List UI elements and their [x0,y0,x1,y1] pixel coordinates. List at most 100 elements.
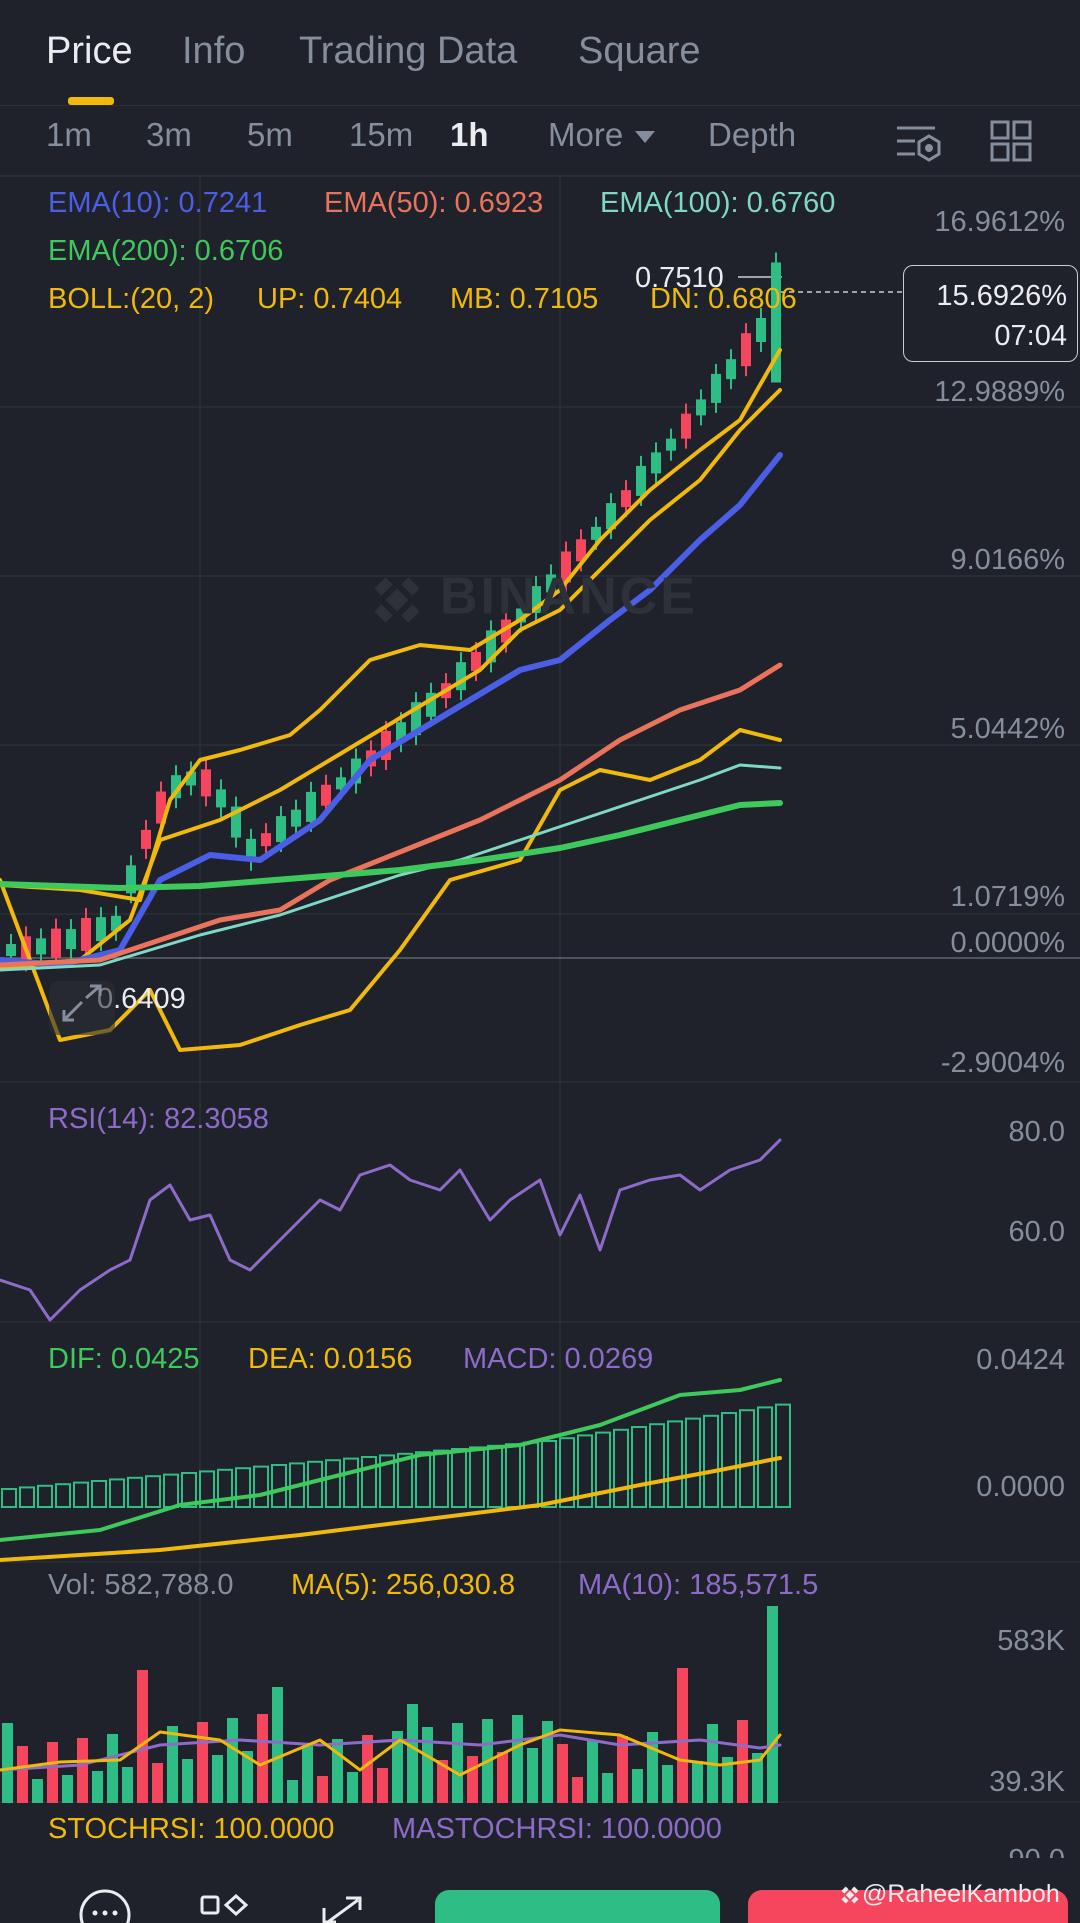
macd-histogram-bar [109,1478,125,1509]
mastochrsi-label: MASTOCHRSI: 100.0000 [392,1813,722,1845]
macd-histogram-bar [739,1409,755,1508]
macd-histogram-bar [19,1486,35,1509]
interval-5m[interactable]: 5m [247,116,293,153]
macd-dif-line [0,1378,782,1542]
interval-more-button[interactable]: More [548,116,656,154]
credit-text: @RaheelKamboh [862,1880,1060,1908]
rsi-label: RSI(14): 82.3058 [48,1103,269,1135]
macd-histogram-bar [685,1417,701,1508]
interval-15m[interactable]: 15m [349,116,414,153]
volume-ma5-label: MA(5): 256,030.8 [291,1569,516,1601]
macd-histogram-bar [55,1483,71,1508]
macd-histogram-bar [775,1403,791,1508]
more-label: More [548,116,624,153]
volume-bar [467,1756,478,1803]
interval-1h[interactable]: 1h [450,116,489,153]
volume-bar [422,1727,433,1803]
price-axis-label: 16.9612% [934,206,1065,238]
macd-histogram-bar [595,1431,611,1508]
layout-icon[interactable] [200,1894,252,1923]
boll-label: BOLL:(20, 2) [48,283,215,315]
candle-body [51,928,61,958]
candle-body [696,399,706,416]
volume-bar [17,1746,28,1803]
chart-settings-icon[interactable] [895,122,941,166]
candle-body [336,777,346,790]
macd-histogram-bar [667,1420,683,1509]
candle-body [561,551,571,583]
macd-histogram-bar [433,1449,449,1508]
volume-bar [497,1752,508,1803]
macd-histogram-bar [217,1468,233,1509]
macd-histogram-bar [1,1488,17,1508]
tab-square[interactable]: Square [578,30,701,72]
candle-countdown: 07:04 [994,320,1067,352]
grid-layout-icon[interactable] [990,120,1032,162]
current-price-box[interactable]: 15.6926% 07:04 [903,265,1078,362]
buy-button[interactable] [435,1890,720,1923]
candle-body [726,359,736,380]
volume-bar [107,1734,118,1803]
candle-body [291,809,301,827]
depth-button[interactable]: Depth [708,116,797,153]
volume-bar [257,1714,268,1803]
candle-body [456,662,466,691]
price-axis-label: -2.9004% [940,1047,1065,1079]
top-tab-bar: Price Info Trading Data Square [0,0,1080,106]
volume-bar [317,1776,328,1803]
candle-body [636,465,646,496]
volume-bar [242,1751,253,1803]
price-axis-label: 12.9889% [934,376,1065,408]
candle-body [531,586,541,614]
volume-axis-label: 39.3K [989,1766,1065,1798]
macd-value-label: MACD: 0.0269 [463,1343,654,1375]
macd-histogram-bar [343,1457,359,1508]
candle-body [606,503,616,530]
volume-bar [647,1732,658,1803]
fullscreen-icon[interactable] [48,980,116,1036]
watermark-text: BINANCE [440,567,698,626]
volume-bar [2,1723,13,1803]
tab-price[interactable]: Price [46,30,133,72]
macd-histogram-bar [73,1481,89,1508]
chevron-down-icon [635,131,656,144]
volume-bar [572,1777,583,1803]
candle-body [591,526,601,540]
more-menu-icon[interactable] [78,1888,132,1923]
stochrsi-axis-label: 90.0 [1009,1844,1065,1858]
candle-body [681,413,691,439]
volume-bar [722,1757,733,1803]
interval-1m[interactable]: 1m [46,116,92,153]
macd-histogram-bar [397,1452,413,1509]
share-icon[interactable] [320,1894,372,1923]
volume-bar [152,1763,163,1803]
macd-histogram-bar [721,1412,737,1508]
sell-button[interactable] [748,1890,1068,1923]
tab-trading-data[interactable]: Trading Data [299,30,518,72]
boll-mb-label: MB: 0.7105 [450,283,599,315]
macd-histogram-bar [559,1437,575,1508]
macd-histogram-bar [505,1443,521,1508]
price-axis-label: 9.0166% [950,544,1066,576]
candle-body [276,816,286,843]
candle-body [171,775,181,799]
watermark: BINANCE [362,565,698,635]
volume-ma5-line [0,1728,782,1777]
volume-bar [62,1775,73,1803]
stochrsi-panel: STOCHRSI: 100.0000 MASTOCHRSI: 100.0000 … [0,1800,1080,1858]
macd-histogram-bar [379,1454,395,1509]
candle-body [666,438,676,451]
tab-info[interactable]: Info [182,30,246,72]
macd-histogram-bar [91,1480,107,1508]
ema10-label: EMA(10): 0.7241 [48,187,268,219]
volume-bar [542,1721,553,1803]
volume-ma10-label: MA(10): 185,571.5 [578,1569,819,1601]
interval-3m[interactable]: 3m [146,116,192,153]
candle-body [396,722,406,743]
ema100-label: EMA(100): 0.6760 [600,187,836,219]
volume-axis-label: 583K [997,1625,1065,1657]
candle-body [201,769,211,797]
candle-body [321,784,331,806]
volume-bar [227,1718,238,1803]
